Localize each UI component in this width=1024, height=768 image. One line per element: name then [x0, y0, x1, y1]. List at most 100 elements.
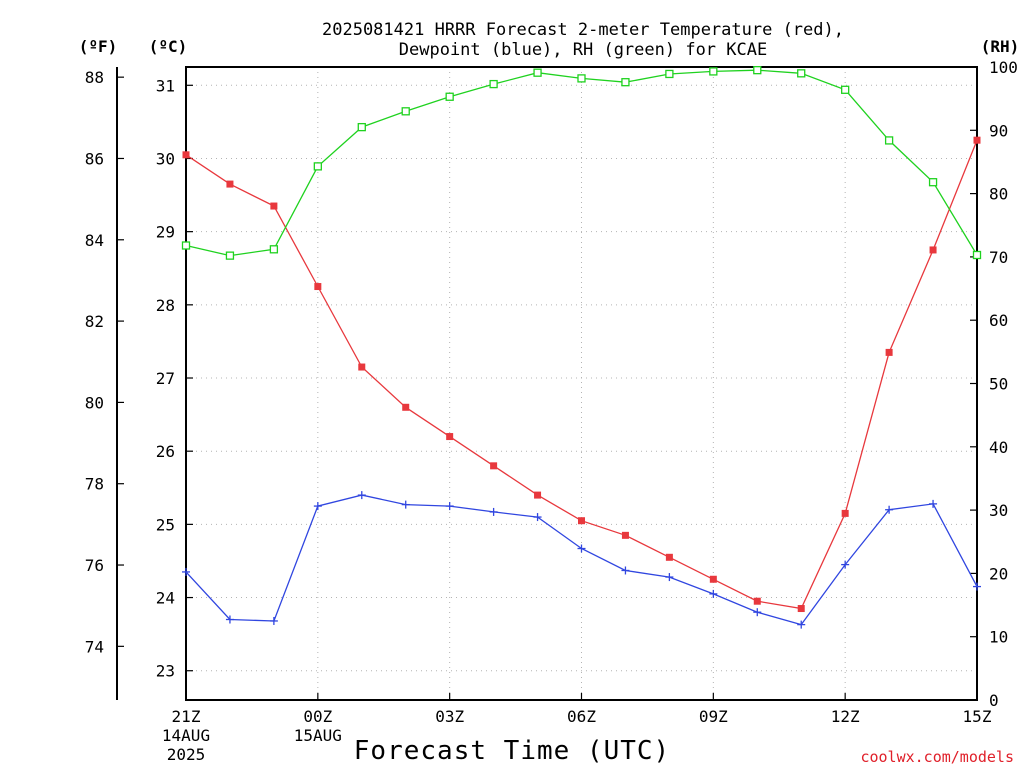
- celsius-tick-label: 28: [156, 296, 175, 315]
- rh-point: [269, 245, 279, 254]
- x-tick-label: 21Z: [172, 707, 201, 726]
- rh-tick-label: 80: [989, 185, 1008, 204]
- x-axis-label: Forecast Time (UTC): [354, 736, 670, 766]
- fahrenheit-tick-label: 78: [85, 475, 104, 494]
- tick-labels: 74 76 78 80 82 84 86 88 23 24 25 26 27 28 29 30 31 0 10 20 3…: [85, 58, 1018, 764]
- x-tick-label: 15Z: [963, 707, 992, 726]
- temperature-point: [885, 348, 893, 356]
- dewpoint-point: [929, 499, 938, 508]
- rh-tick-label: 60: [989, 311, 1008, 330]
- temperature-point: [182, 151, 190, 159]
- rh-point: [181, 241, 191, 250]
- rh-point: [753, 66, 762, 75]
- dewpoint-point: [885, 505, 894, 514]
- rh-unit-label: (RH): [981, 37, 1020, 56]
- x-tick-label: 00Z: [303, 707, 332, 726]
- rh-point: [972, 250, 982, 260]
- rh-tick-label: 0: [989, 691, 999, 710]
- temperature-point: [929, 246, 937, 254]
- x-tick-year-label: 2025: [167, 745, 206, 764]
- celsius-tick-label: 30: [156, 149, 175, 168]
- temperature-point: [226, 180, 234, 188]
- temperature-point: [402, 403, 410, 411]
- dewpoint-point: [445, 502, 454, 511]
- rh-point: [401, 107, 410, 116]
- celsius-tick-label: 27: [156, 369, 175, 388]
- rh-point: [621, 78, 630, 87]
- dewpoint-point: [753, 608, 762, 617]
- temperature-point: [490, 462, 498, 470]
- temperature-point: [841, 509, 849, 517]
- rh-tick-label: 90: [989, 121, 1008, 140]
- fahrenheit-tick-label: 84: [85, 231, 104, 250]
- temperature-point: [314, 283, 322, 291]
- fahrenheit-tick-label: 88: [85, 68, 104, 87]
- fahrenheit-tick-label: 86: [85, 149, 104, 168]
- celsius-tick-label: 24: [156, 589, 175, 608]
- rh-point: [928, 178, 938, 187]
- rh-tick-label: 20: [989, 564, 1008, 583]
- chart-title-line-1: 2025081421 HRRR Forecast 2-meter Tempera…: [322, 20, 844, 40]
- rh-tick-label: 40: [989, 438, 1008, 457]
- rh-point: [313, 162, 322, 171]
- rh-point: [445, 92, 454, 101]
- temperature-point: [621, 531, 629, 539]
- rh-point: [533, 68, 542, 77]
- rh-tick-label: 70: [989, 248, 1008, 267]
- data-series: [181, 66, 982, 629]
- x-tick-label: 12Z: [831, 707, 860, 726]
- rh-point: [357, 122, 366, 132]
- dewpoint-point: [269, 616, 278, 625]
- x-tick-date-label: 15AUG: [294, 726, 342, 745]
- rh-tick-label: 100: [989, 58, 1018, 77]
- axes: [116, 66, 978, 701]
- dewpoint-point: [313, 502, 322, 511]
- fahrenheit-tick-label: 82: [85, 312, 104, 331]
- celsius-tick-label: 23: [156, 662, 175, 681]
- rh-point: [225, 251, 235, 260]
- celsius-unit-label: (ºC): [149, 37, 188, 56]
- temperature-point: [753, 597, 761, 605]
- dewpoint-point: [533, 513, 542, 522]
- dewpoint-point: [357, 491, 366, 500]
- rh-tick-label: 10: [989, 628, 1008, 647]
- dewpoint-point: [621, 566, 630, 575]
- rh-point: [797, 69, 806, 78]
- fahrenheit-unit-label: (ºF): [79, 37, 118, 56]
- temperature-point: [446, 433, 454, 441]
- x-tick-label: 09Z: [699, 707, 728, 726]
- temperature-point: [797, 605, 805, 613]
- rh-tick-label: 50: [989, 375, 1008, 394]
- rh-point: [489, 79, 498, 89]
- temperature-point: [270, 202, 278, 210]
- rh-point: [841, 85, 850, 94]
- rh-tick-label: 30: [989, 501, 1008, 520]
- plot-frame: [185, 66, 978, 701]
- dewpoint-point: [973, 582, 981, 591]
- dewpoint-line: [185, 494, 978, 626]
- temperature-point: [665, 553, 673, 561]
- dewpoint-point: [709, 589, 718, 598]
- dewpoint-point: [797, 620, 806, 629]
- celsius-tick-label: 25: [156, 515, 175, 534]
- temperature-line: [185, 139, 978, 610]
- fahrenheit-tick-label: 74: [85, 637, 104, 656]
- dewpoint-point: [665, 573, 674, 582]
- dewpoint-point: [577, 544, 586, 553]
- rh-point: [577, 74, 586, 83]
- fahrenheit-tick-label: 80: [85, 393, 104, 412]
- rh-point: [665, 69, 674, 79]
- rh-point: [884, 136, 894, 145]
- x-tick-date-label: 14AUG: [162, 726, 210, 745]
- dewpoint-point: [841, 560, 850, 569]
- grid-lines: [185, 67, 978, 700]
- chart-title-line-2: Dewpoint (blue), RH (green) for KCAE: [399, 40, 767, 60]
- temperature-point: [534, 491, 542, 499]
- celsius-tick-label: 26: [156, 442, 175, 461]
- fahrenheit-tick-label: 76: [85, 556, 104, 575]
- dewpoint-point: [401, 500, 410, 509]
- celsius-tick-label: 31: [156, 76, 175, 95]
- credit-text: coolwx.com/models: [860, 748, 1014, 766]
- temperature-point: [709, 575, 717, 583]
